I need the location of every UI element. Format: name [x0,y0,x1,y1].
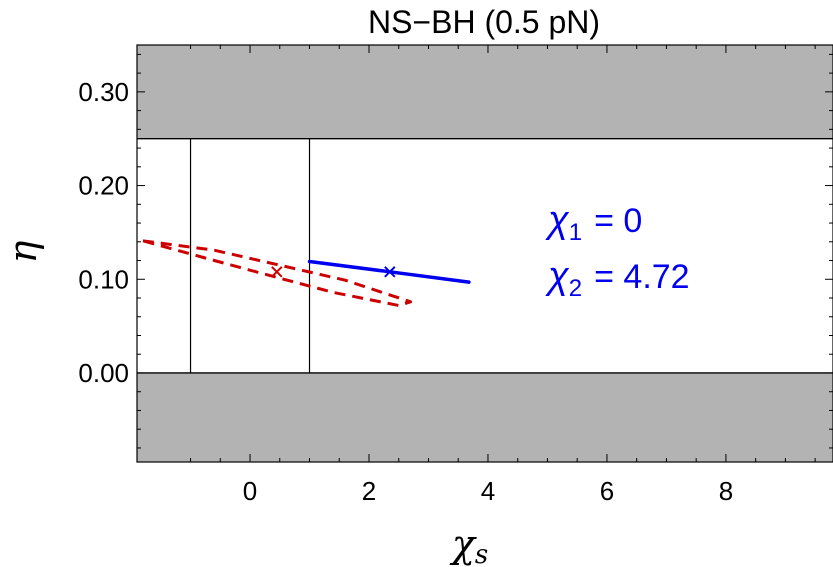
x-tick-label: 8 [719,476,733,506]
shaded-regions [137,45,833,462]
annotation-chi2-subscript: 2 [569,275,582,302]
series-1-marker [271,266,283,278]
y-tick-label: 0.10 [78,264,129,294]
x-axis-label-symbol: χ [449,522,477,566]
y-axis-label: η [1,240,45,263]
x-tick-label: 4 [481,476,495,506]
shaded-region-1 [137,372,833,462]
annotation-chi1-subscript: 1 [569,219,582,246]
x-tick-label: 0 [243,476,257,506]
annotation-chi1-value: = 0 [594,202,642,240]
annotation-chi1: χ1 = 0 [545,199,642,246]
ticks: 0 2 4 6 8 0.00 0.10 0.20 0.30 [78,45,833,506]
x-tick-label: 2 [362,476,376,506]
annotation-chi1-symbol: χ [545,199,570,241]
x-axis-label: χs [449,522,488,567]
annotation-chi2: χ2 = 4.72 [545,255,690,302]
annotations: χ1 = 0 χ2 = 4.72 [545,199,690,302]
y-tick-label: 0.20 [78,171,129,201]
shaded-region-0 [137,45,833,139]
annotation-chi2-symbol: χ [545,255,570,297]
annotation-chi2-value: = 4.72 [594,258,689,296]
y-tick-label: 0.00 [78,358,129,388]
plot-frame [136,44,833,463]
vertical-lines [189,138,311,373]
y-tick-label: 0.30 [78,77,129,107]
x-axis-label-subscript: s [475,540,488,567]
series-layer [142,239,471,307]
x-tick-label: 6 [600,476,614,506]
chart-title: NS−BH (0.5 pN) [368,4,600,40]
series-0-marker [384,266,396,278]
